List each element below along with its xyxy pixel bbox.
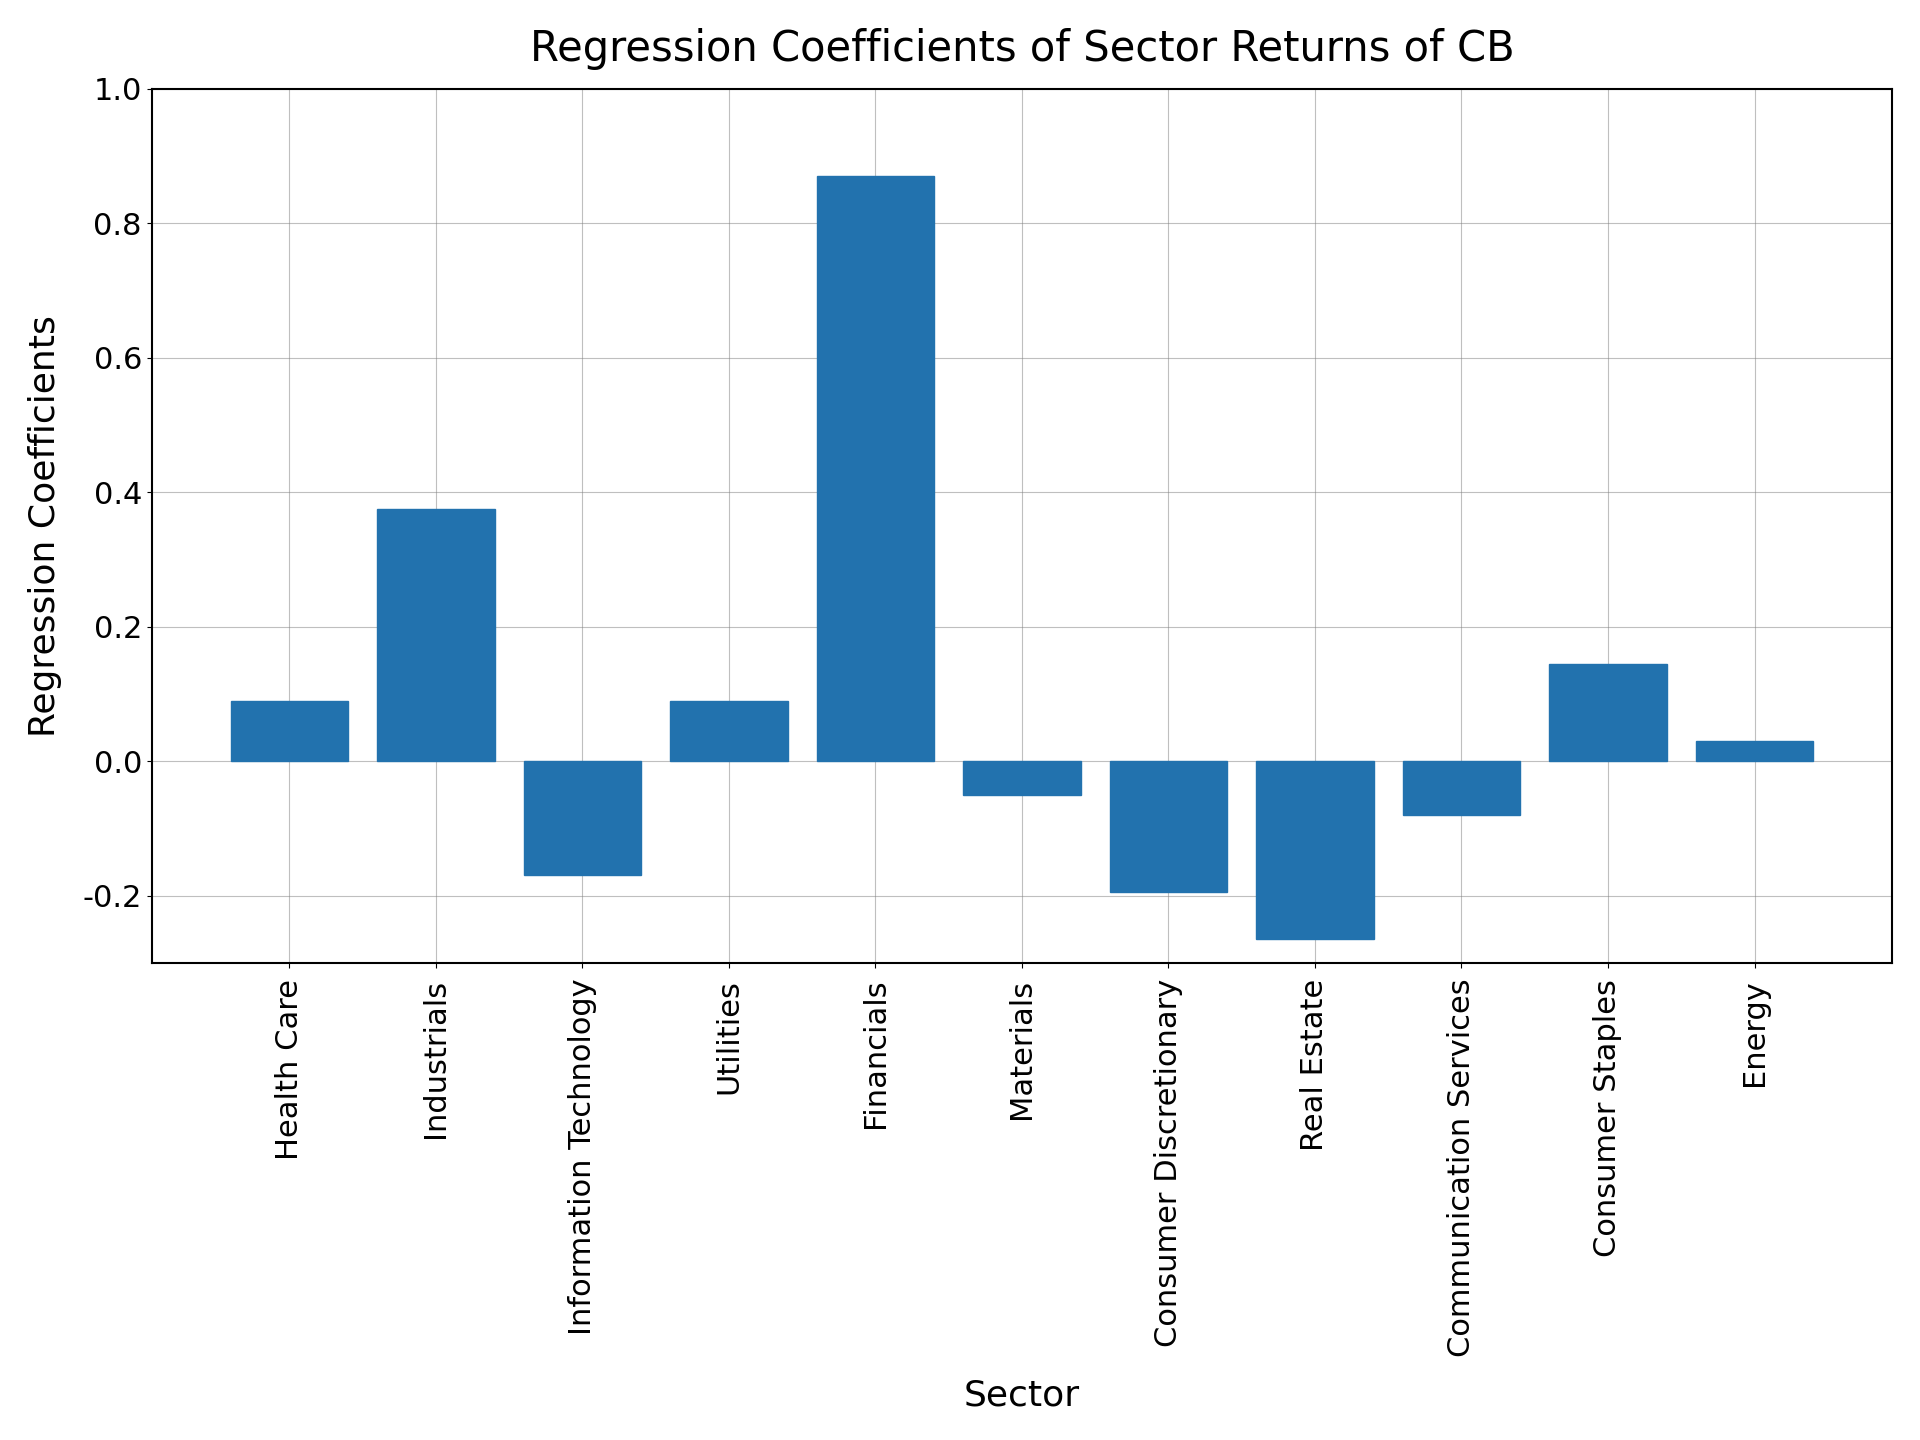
Bar (1404, 762, 1521, 815)
Bar (230, 700, 348, 762)
Title: Regression Coefficients of Sector Returns of CB: Regression Coefficients of Sector Return… (530, 27, 1515, 69)
Bar (378, 508, 495, 762)
Bar (816, 176, 933, 762)
Bar (964, 762, 1081, 795)
Bar (1695, 740, 1812, 762)
Bar (1256, 762, 1373, 939)
Bar (670, 700, 787, 762)
Bar (1549, 664, 1667, 762)
Bar (524, 762, 641, 876)
Bar (1110, 762, 1227, 893)
X-axis label: Sector: Sector (964, 1378, 1081, 1413)
Y-axis label: Regression Coefficients: Regression Coefficients (27, 315, 61, 737)
